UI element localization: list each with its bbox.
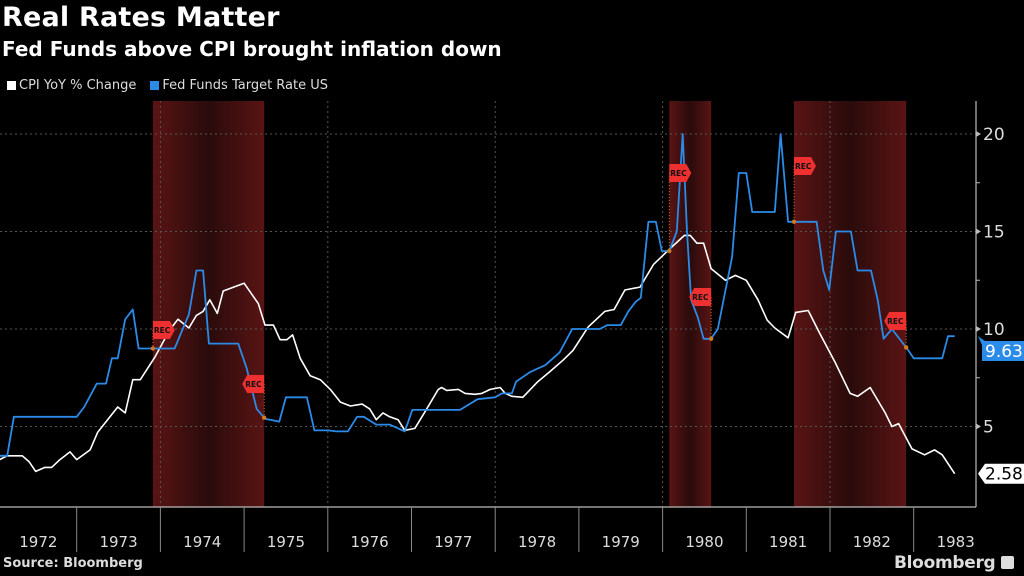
chart-badge-icon bbox=[1001, 556, 1015, 569]
x-tick-label: 1980 bbox=[685, 533, 723, 551]
x-tick-label: 1982 bbox=[853, 533, 891, 551]
legend-label-fed: Fed Funds Target Rate US bbox=[162, 78, 329, 93]
x-tick-label: 1974 bbox=[183, 533, 221, 551]
y-tick bbox=[976, 423, 981, 430]
legend-swatch-cpi bbox=[7, 81, 16, 90]
rec-marker-dot bbox=[708, 336, 714, 341]
bloomberg-logo: Bloomberg bbox=[894, 553, 1015, 573]
last-value-label: 9.63 bbox=[985, 342, 1023, 362]
rec-flag bbox=[242, 375, 265, 393]
chart-subtitle: Fed Funds above CPI brought inflation do… bbox=[2, 37, 502, 61]
rec-flag bbox=[152, 321, 175, 339]
brand-text: Bloomberg bbox=[894, 553, 996, 573]
recession-band bbox=[152, 101, 265, 507]
rec-flag bbox=[884, 312, 907, 330]
cpi-line bbox=[0, 234, 956, 475]
rec-flag-label: REC bbox=[692, 293, 709, 302]
y-tick-label: 10 bbox=[983, 320, 1005, 340]
last-value-label: 2.58 bbox=[985, 465, 1023, 485]
legend-label-cpi: CPI YoY % Change bbox=[19, 78, 137, 93]
rec-flag bbox=[669, 164, 692, 182]
legend-item-cpi[interactable]: CPI YoY % Change bbox=[7, 78, 136, 93]
x-tick-label: 1976 bbox=[351, 533, 389, 551]
y-tick bbox=[976, 228, 981, 235]
x-tick-label: 1981 bbox=[769, 533, 807, 551]
x-tick-label: 1975 bbox=[267, 533, 305, 551]
rec-marker-dot bbox=[791, 219, 797, 224]
x-tick-label: 1977 bbox=[434, 533, 472, 551]
rec-flag-label: REC bbox=[887, 317, 904, 326]
last-value-tag bbox=[978, 336, 1024, 361]
rec-flag bbox=[689, 288, 712, 306]
rec-flag bbox=[794, 157, 817, 175]
x-tick-label: 1972 bbox=[19, 533, 57, 551]
rec-flag-label: REC bbox=[795, 162, 812, 171]
legend: CPI YoY % Change Fed Funds Target Rate U… bbox=[7, 78, 328, 93]
y-tick bbox=[976, 326, 981, 332]
y-tick-label: 5 bbox=[983, 418, 994, 438]
rec-marker-dot bbox=[261, 415, 267, 420]
rec-marker-dot bbox=[667, 248, 672, 254]
legend-swatch-fed bbox=[150, 81, 160, 90]
x-tick-label: 1973 bbox=[99, 533, 137, 551]
chart-title: Real Rates Matter bbox=[2, 2, 280, 33]
y-tick bbox=[976, 131, 981, 137]
rec-flag-label: REC bbox=[670, 169, 687, 178]
rec-flag-label: REC bbox=[154, 326, 171, 335]
rec-flag-label: REC bbox=[245, 380, 262, 389]
last-value-tag bbox=[978, 463, 1024, 484]
source-note: Source: Bloomberg bbox=[3, 556, 143, 571]
fed-funds-line bbox=[0, 133, 955, 457]
x-tick-label: 1978 bbox=[518, 533, 556, 551]
legend-item-fed[interactable]: Fed Funds Target Rate US bbox=[150, 78, 328, 93]
y-tick-label: 20 bbox=[983, 125, 1005, 145]
rec-marker-dot bbox=[150, 346, 156, 351]
y-tick-label: 15 bbox=[983, 223, 1005, 243]
x-tick-label: 1983 bbox=[937, 533, 975, 551]
rec-marker-dot bbox=[903, 345, 909, 350]
x-tick-label: 1979 bbox=[602, 533, 640, 551]
